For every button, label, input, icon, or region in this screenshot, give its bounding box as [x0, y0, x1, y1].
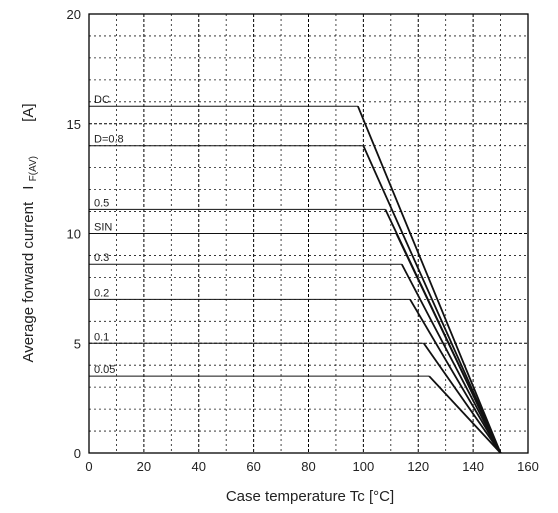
series-label: 0.5 [94, 197, 109, 209]
series-line-slope [362, 145, 502, 454]
x-tick-label: 160 [517, 459, 539, 474]
series-label: 0.3 [94, 252, 109, 264]
y-axis-label: Average forward current I F(AV) [A] [20, 103, 40, 362]
x-tick-label: 60 [246, 459, 260, 474]
x-tick-label: 140 [462, 459, 484, 474]
series-label: 0.1 [94, 331, 109, 343]
series-label: 0.05 [94, 364, 115, 376]
y-axis-label-sub: F(AV) [28, 156, 39, 181]
svg-text:Average forward current: Average forward current I F(AV) [A] [20, 103, 40, 362]
x-tick-label: 120 [407, 459, 429, 474]
y-tick-label: 10 [67, 227, 81, 242]
series-label: D=0.8 [94, 134, 124, 146]
x-tick-label: 20 [137, 459, 151, 474]
x-tick-label: 80 [301, 459, 315, 474]
series-line-slope [428, 375, 502, 454]
y-tick-label: 20 [67, 7, 81, 22]
curve-labels: DC D=0.8 0.5 SIN 0.3 0.2 0.1 0.05 [94, 94, 124, 376]
series-line-slope [357, 105, 502, 454]
y-axis-label-unit: [A] [20, 103, 37, 121]
x-tick-label: 0 [85, 459, 92, 474]
series-line-slope [400, 263, 502, 454]
y-axis-label-symbol: I [20, 186, 37, 190]
y-tick-label: 0 [74, 446, 81, 461]
y-tick-labels: 0 5 10 15 20 [67, 7, 81, 461]
series-line-slope [423, 342, 502, 454]
x-tick-label: 40 [192, 459, 206, 474]
plot-frame [88, 13, 529, 454]
x-tick-labels: 0 20 40 60 80 100 120 140 160 [85, 459, 538, 474]
curves [89, 105, 502, 454]
x-tick-label: 100 [353, 459, 375, 474]
series-label: SIN [94, 222, 112, 234]
y-axis-label-main: Average forward current [20, 201, 37, 362]
y-tick-label: 5 [74, 336, 81, 351]
series-label: DC [94, 94, 110, 106]
y-tick-label: 15 [67, 117, 81, 132]
series-line-slope [395, 233, 502, 454]
series-line-slope [409, 298, 502, 454]
series-label: 0.2 [94, 287, 109, 299]
x-axis-label: Case temperature Tc [°C] [226, 488, 394, 505]
grid [89, 14, 528, 453]
